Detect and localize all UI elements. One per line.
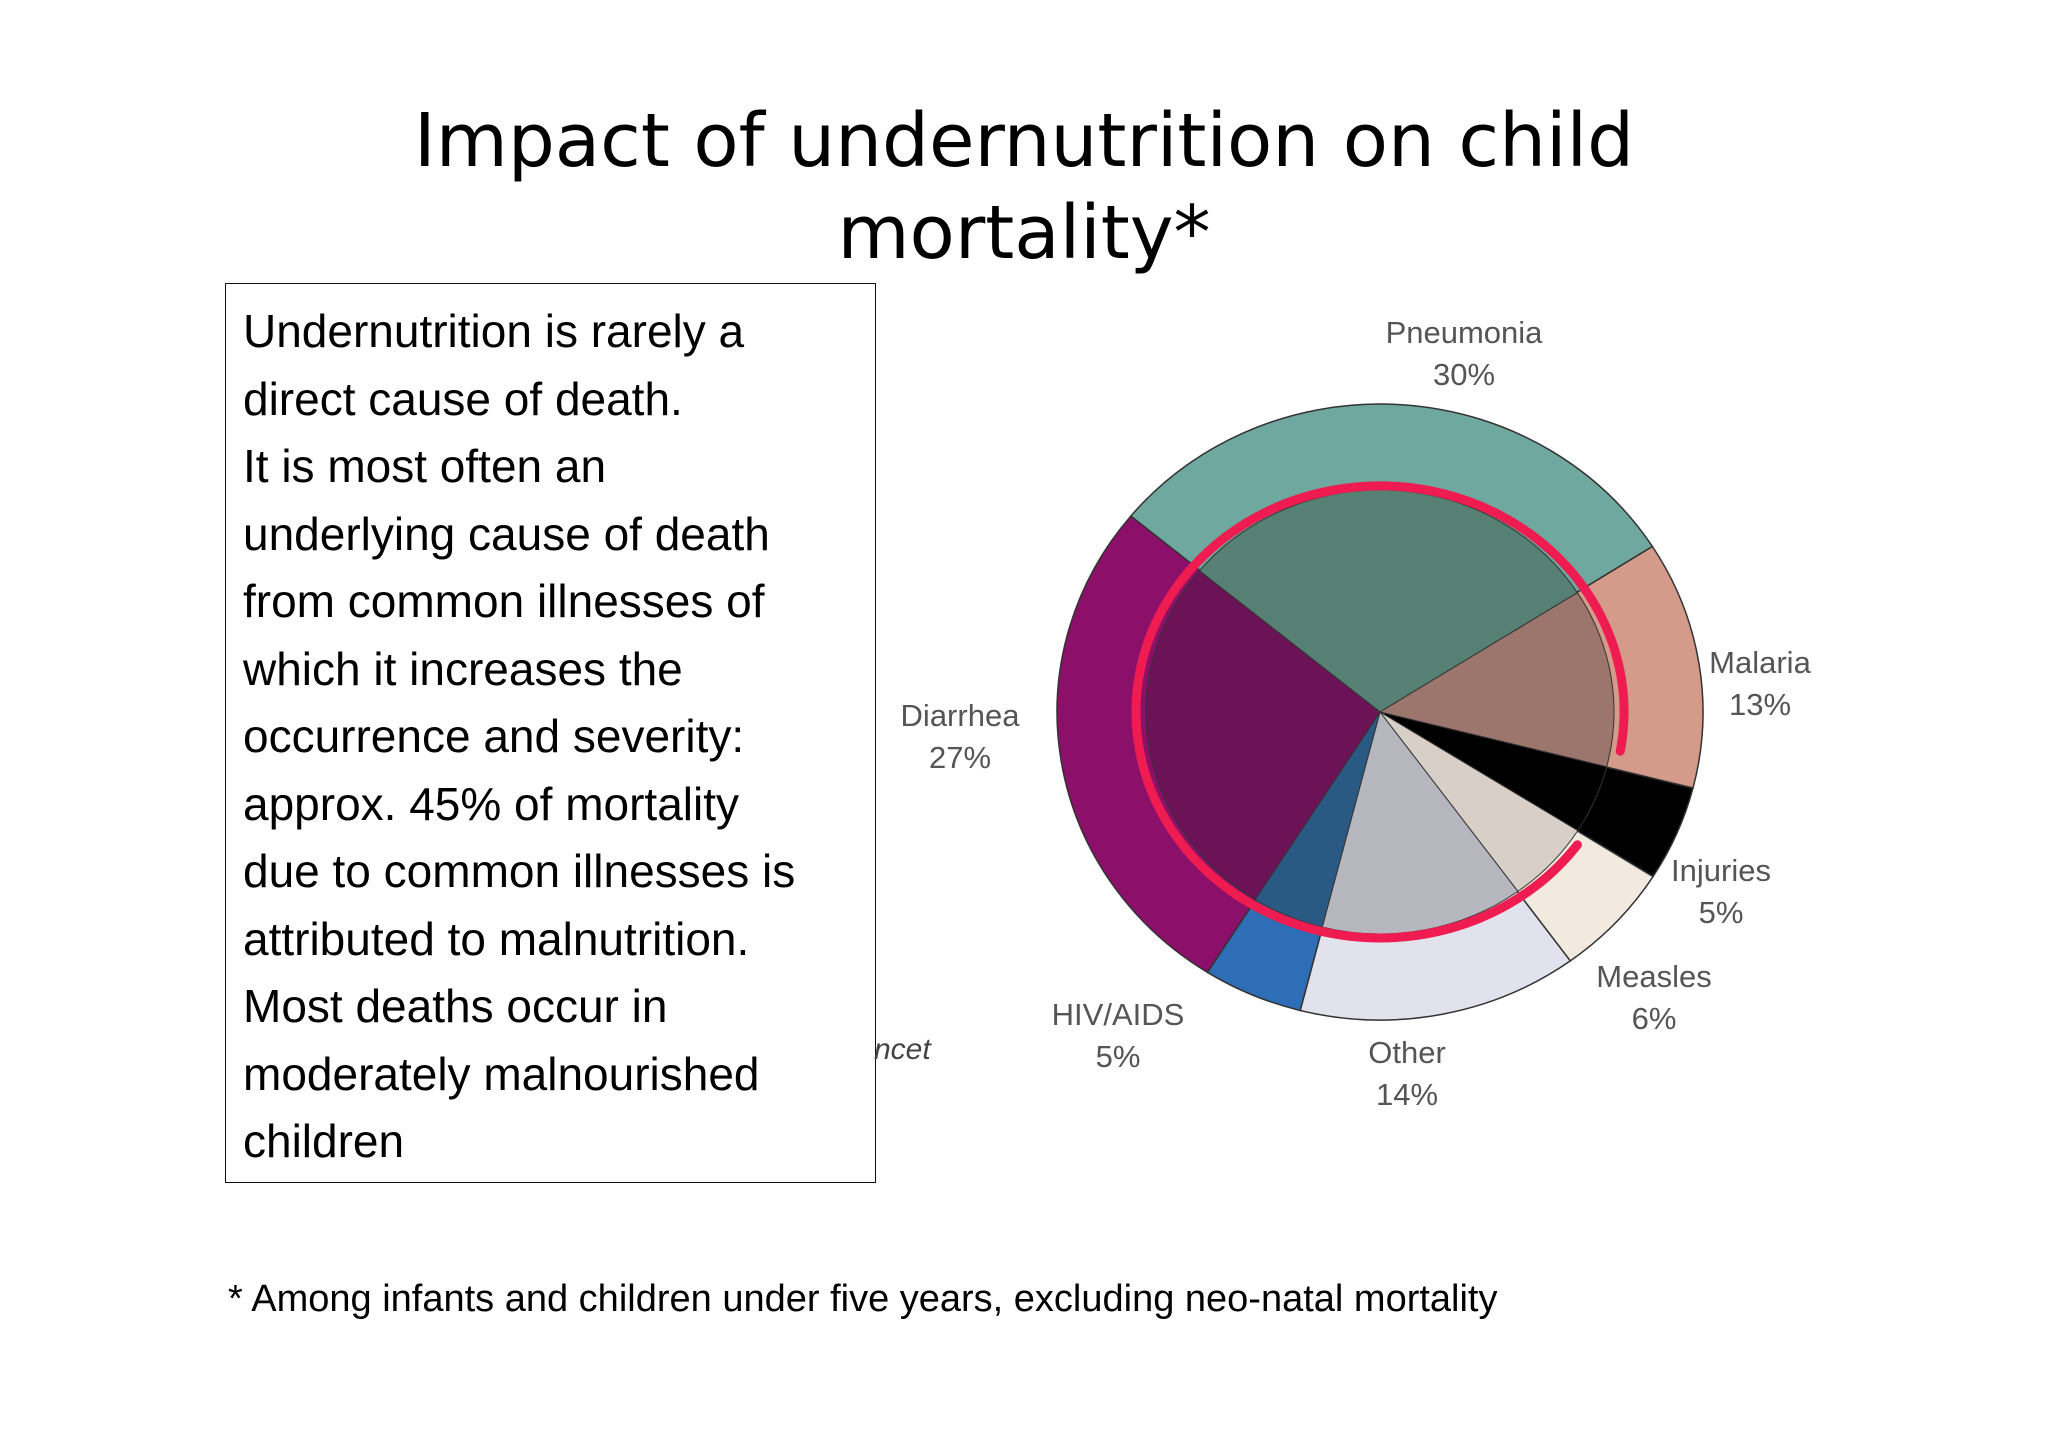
undernutrition-overlay-ring (1131, 481, 1629, 943)
text-line: Most deaths occur in (243, 980, 668, 1032)
slice-value-diarrhea: 27% (929, 740, 991, 775)
footnote: * Among infants and children under five … (228, 1278, 1498, 1320)
text-line: children (243, 1115, 405, 1167)
pie-labels: Pneumonia 30% Malaria 13% Injuries 5% Measles 6… (901, 315, 1812, 1112)
text-line: due to common illnesses is (243, 845, 796, 897)
slice-label-injuries: Injuries (1671, 853, 1771, 888)
slice-value-malaria: 13% (1729, 687, 1791, 722)
text-line: which it increases the (243, 642, 683, 695)
slice-label-malaria: Malaria (1709, 645, 1811, 680)
pie-overlay (1131, 481, 1629, 943)
slice-value-other: 14% (1376, 1077, 1438, 1112)
slice-value-measles: 6% (1632, 1001, 1677, 1036)
text-line: underlying cause of death (243, 507, 770, 560)
source-citation-fragment: ncet (874, 1033, 931, 1066)
text-line: direct cause of death. (243, 372, 683, 425)
slide-title: Impact of undernutrition on child mortal… (0, 95, 2048, 279)
slice-label-pneumonia: Pneumonia (1386, 315, 1544, 350)
text-line: attributed to malnutrition. (243, 912, 750, 965)
slice-value-pneumonia: 30% (1433, 357, 1495, 392)
text-line: It is most often an (243, 440, 607, 492)
text-line: moderately malnourished (243, 1047, 760, 1100)
slice-value-hiv-aids: 5% (1096, 1039, 1141, 1074)
pie-slice-inner-diarrhea (1145, 570, 1381, 901)
slice-label-diarrhea: Diarrhea (901, 698, 1021, 733)
explanation-text-box: Undernutrition is rarely a direct cause … (225, 283, 876, 1183)
slice-value-injuries: 5% (1699, 895, 1744, 930)
slice-label-other: Other (1368, 1035, 1446, 1070)
text-line: from common illnesses of (243, 575, 765, 627)
pie-slice-inner-malaria (1378, 592, 1615, 768)
slice-label-hiv-aids: HIV/AIDS (1052, 997, 1185, 1032)
slide-title-line-1: Impact of undernutrition on child (413, 98, 1635, 184)
text-line: approx. 45% of mortality (243, 777, 740, 830)
text-line: occurrence and severity: (243, 710, 745, 762)
slice-label-measles: Measles (1596, 959, 1711, 994)
pie-inner-slices (1145, 489, 1615, 935)
slide-title-line-2: mortality* (837, 190, 1211, 276)
text-line: Undernutrition is rarely a (243, 305, 745, 357)
